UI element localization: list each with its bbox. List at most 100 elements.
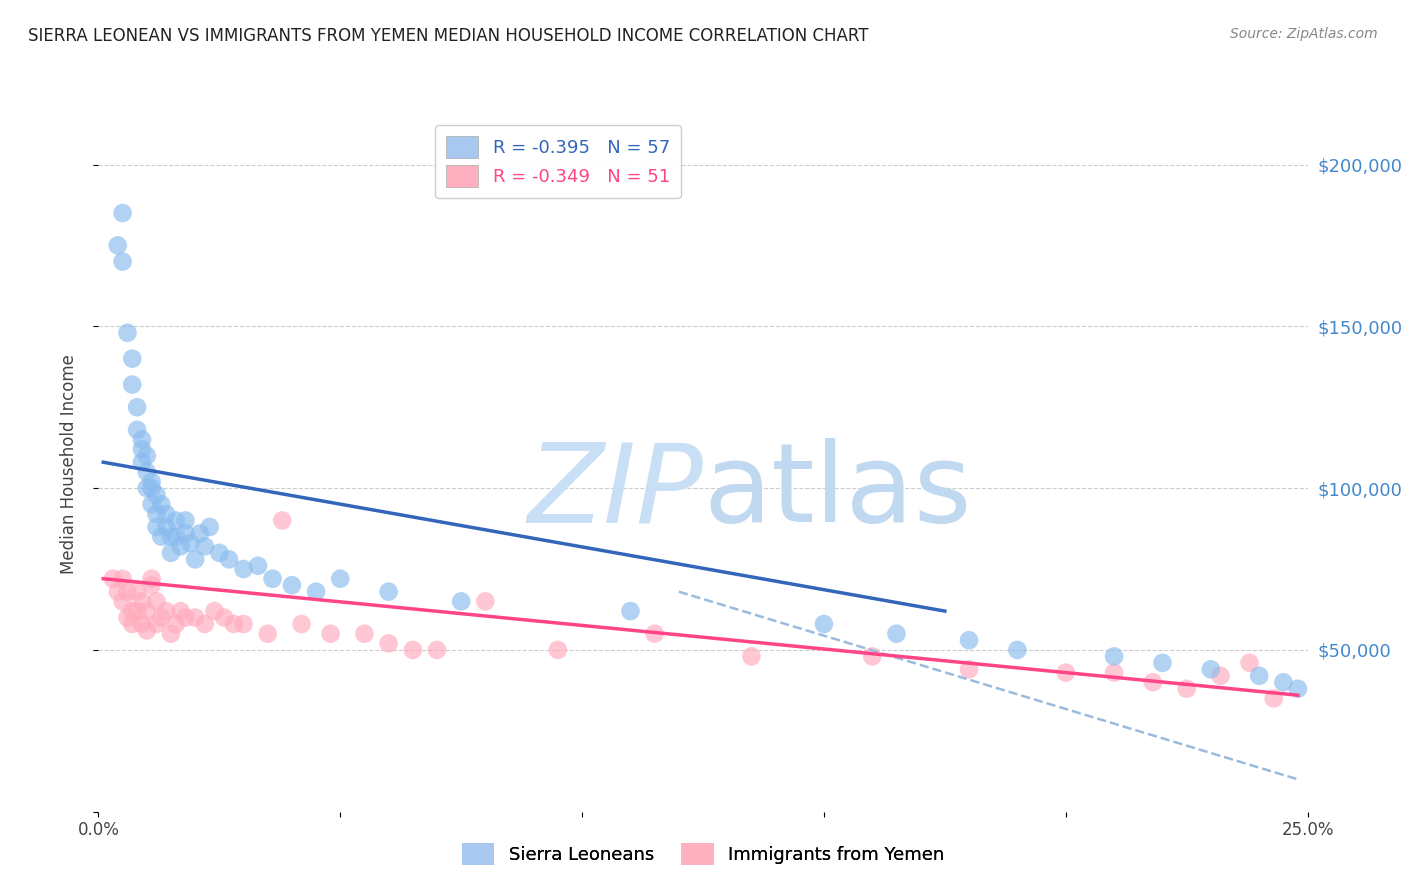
Point bbox=[150, 530, 173, 544]
Point bbox=[262, 572, 284, 586]
Point bbox=[169, 540, 191, 554]
Point bbox=[208, 546, 231, 560]
Point bbox=[165, 513, 187, 527]
Point bbox=[179, 536, 201, 550]
Point bbox=[135, 449, 157, 463]
Text: atlas: atlas bbox=[703, 438, 972, 545]
Point bbox=[135, 604, 157, 618]
Point bbox=[547, 643, 569, 657]
Point bbox=[474, 594, 496, 608]
Point bbox=[329, 572, 352, 586]
Point bbox=[174, 610, 197, 624]
Point bbox=[886, 626, 908, 640]
Point bbox=[121, 351, 143, 366]
Point bbox=[218, 552, 240, 566]
Point bbox=[141, 481, 163, 495]
Point bbox=[1102, 665, 1125, 680]
Point bbox=[160, 530, 183, 544]
Point bbox=[117, 326, 139, 340]
Text: ZIP: ZIP bbox=[527, 438, 703, 545]
Point bbox=[957, 662, 980, 676]
Point bbox=[131, 617, 153, 632]
Point bbox=[256, 626, 278, 640]
Point bbox=[165, 617, 187, 632]
Point bbox=[150, 610, 173, 624]
Point bbox=[198, 520, 221, 534]
Point bbox=[131, 455, 153, 469]
Point bbox=[1249, 669, 1271, 683]
Point bbox=[155, 520, 177, 534]
Point bbox=[188, 526, 211, 541]
Point bbox=[111, 594, 134, 608]
Point bbox=[131, 442, 153, 457]
Point bbox=[145, 507, 167, 521]
Point bbox=[121, 377, 143, 392]
Point bbox=[127, 423, 149, 437]
Point bbox=[740, 649, 762, 664]
Text: SIERRA LEONEAN VS IMMIGRANTS FROM YEMEN MEDIAN HOUSEHOLD INCOME CORRELATION CHAR: SIERRA LEONEAN VS IMMIGRANTS FROM YEMEN … bbox=[28, 27, 869, 45]
Point bbox=[1102, 649, 1125, 664]
Point bbox=[111, 254, 134, 268]
Point bbox=[1239, 656, 1261, 670]
Point bbox=[111, 572, 134, 586]
Y-axis label: Median Household Income: Median Household Income bbox=[59, 354, 77, 574]
Point bbox=[204, 604, 226, 618]
Point bbox=[145, 520, 167, 534]
Point bbox=[160, 546, 183, 560]
Point bbox=[165, 530, 187, 544]
Point bbox=[141, 497, 163, 511]
Point bbox=[155, 507, 177, 521]
Point bbox=[194, 617, 217, 632]
Point bbox=[619, 604, 641, 618]
Point bbox=[141, 475, 163, 489]
Point bbox=[290, 617, 312, 632]
Point bbox=[131, 594, 153, 608]
Point bbox=[450, 594, 472, 608]
Point bbox=[174, 513, 197, 527]
Point bbox=[194, 540, 217, 554]
Point bbox=[353, 626, 375, 640]
Point bbox=[1007, 643, 1029, 657]
Point bbox=[1175, 681, 1198, 696]
Text: Source: ZipAtlas.com: Source: ZipAtlas.com bbox=[1230, 27, 1378, 41]
Point bbox=[145, 594, 167, 608]
Point bbox=[127, 401, 149, 415]
Point bbox=[212, 610, 235, 624]
Point bbox=[232, 617, 254, 632]
Point bbox=[121, 617, 143, 632]
Point bbox=[101, 572, 124, 586]
Point bbox=[1152, 656, 1174, 670]
Point bbox=[135, 465, 157, 479]
Point bbox=[1142, 675, 1164, 690]
Point bbox=[184, 610, 207, 624]
Point bbox=[222, 617, 245, 632]
Point bbox=[145, 487, 167, 501]
Point bbox=[127, 584, 149, 599]
Point bbox=[121, 604, 143, 618]
Point bbox=[145, 617, 167, 632]
Point bbox=[127, 604, 149, 618]
Point bbox=[232, 562, 254, 576]
Point bbox=[377, 584, 399, 599]
Point bbox=[281, 578, 304, 592]
Point bbox=[117, 610, 139, 624]
Point bbox=[426, 643, 449, 657]
Point bbox=[1272, 675, 1295, 690]
Point bbox=[169, 604, 191, 618]
Point bbox=[117, 584, 139, 599]
Point bbox=[135, 481, 157, 495]
Point bbox=[1286, 681, 1309, 696]
Point bbox=[305, 584, 328, 599]
Point bbox=[247, 558, 270, 573]
Point bbox=[160, 626, 183, 640]
Point bbox=[107, 584, 129, 599]
Point bbox=[141, 572, 163, 586]
Point bbox=[1209, 669, 1232, 683]
Point bbox=[271, 513, 294, 527]
Point bbox=[107, 238, 129, 252]
Point bbox=[1054, 665, 1077, 680]
Point bbox=[644, 626, 666, 640]
Point bbox=[1263, 691, 1285, 706]
Point bbox=[141, 578, 163, 592]
Point bbox=[377, 636, 399, 650]
